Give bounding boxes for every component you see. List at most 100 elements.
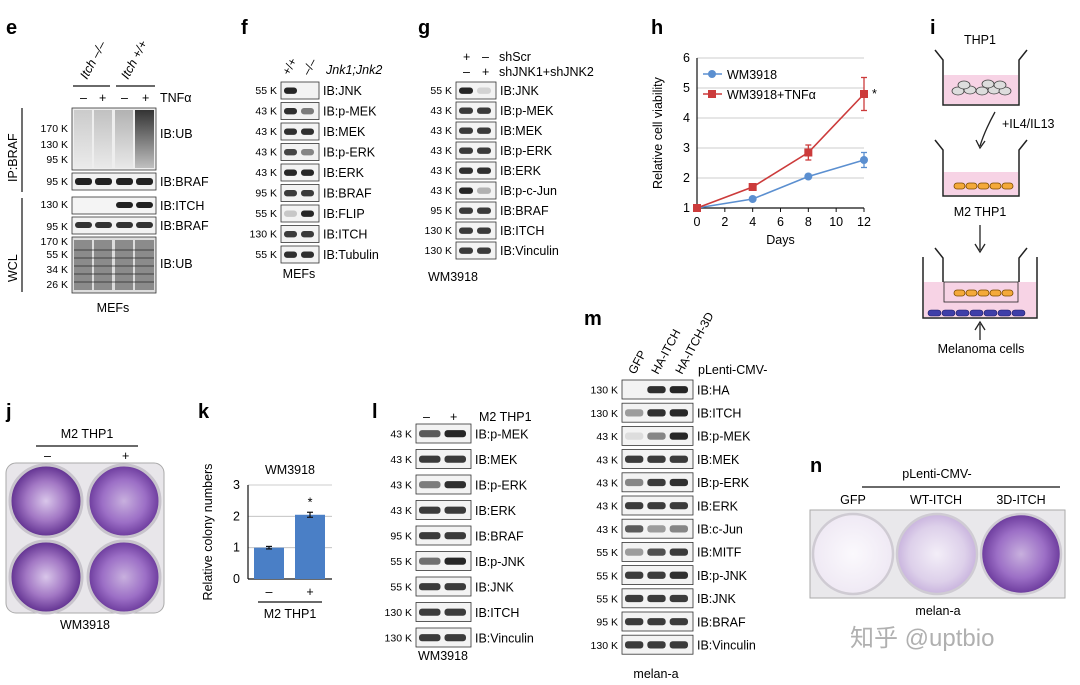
blot-band — [419, 608, 441, 616]
blot-label: IB:MEK — [500, 124, 543, 138]
lane-sign: + — [99, 91, 106, 105]
chart-title: WM3918 — [265, 463, 315, 477]
panel-label-g: g — [418, 17, 430, 39]
lane-sign: – — [80, 91, 87, 105]
blot-strip — [455, 101, 497, 120]
data-point — [860, 156, 868, 164]
mw-marker: 43 K — [430, 185, 452, 197]
mw-marker: 55 K — [255, 249, 277, 261]
lane-genotype: –/– — [299, 56, 319, 78]
blot-label: IB:JNK — [500, 84, 540, 98]
blot-label: IB:p-JNK — [475, 555, 526, 569]
blot-strip — [621, 518, 694, 539]
bar-0 — [254, 547, 284, 579]
blot-band — [669, 432, 688, 440]
blot-strip — [455, 161, 497, 180]
x-axis-label: Days — [766, 233, 794, 247]
blot-strip — [621, 611, 694, 632]
blot-label: IB:p-ERK — [475, 478, 528, 492]
blot-strip — [621, 402, 694, 423]
mw-marker: 55 K — [596, 547, 618, 559]
blot-band — [669, 571, 688, 579]
blot-strip — [415, 525, 472, 546]
blot-band — [647, 455, 666, 463]
mw-marker: 130 K — [591, 408, 618, 420]
mw-marker: 43 K — [596, 477, 618, 489]
blot-strip — [455, 141, 497, 160]
blot-band — [419, 634, 441, 642]
blot-band — [301, 230, 314, 238]
blot-band — [625, 455, 644, 463]
watermark: 知乎 @uptbio — [850, 625, 994, 652]
blot-strip — [415, 423, 472, 444]
blot-band — [444, 634, 466, 642]
blot-strip — [280, 245, 320, 264]
panel-caption: WM3918 — [418, 649, 468, 663]
blot-band — [669, 455, 688, 463]
blot-strip — [621, 425, 694, 446]
blot-band — [669, 618, 688, 626]
mw-marker: 43 K — [430, 125, 452, 137]
series-line-1 — [696, 93, 865, 209]
blot-band — [647, 525, 666, 533]
panel-g: g + – shScr – + shJNK1+shJNK2 55 K IB:JNK… — [418, 17, 594, 284]
mw-marker: 43 K — [255, 167, 277, 179]
blot-label: IB:Vinculin — [475, 631, 534, 645]
blot-label: IB:ITCH — [475, 606, 519, 620]
panel-label-k: k — [198, 401, 210, 423]
sign: – — [423, 410, 430, 424]
panel-caption: melan-a — [633, 667, 678, 681]
panel-label-f: f — [241, 17, 248, 39]
blot-label: IB:ITCH — [160, 199, 204, 213]
panel-j: j M2 THP1 – + WM3918 — [5, 401, 165, 632]
blot-band — [459, 207, 473, 214]
blot-band — [419, 481, 441, 489]
genotype-label-itch-wt: Itch +/+ — [118, 38, 150, 81]
panel-label-e: e — [6, 17, 17, 39]
blot-band — [459, 147, 473, 154]
blot-strip — [455, 121, 497, 140]
blot-label: IB:MITF — [697, 546, 742, 560]
blot-band — [419, 455, 441, 463]
panel-label-j: j — [5, 401, 12, 423]
vector-label: pLenti-CMV- — [698, 363, 767, 377]
y-axis-label: Relative cell viability — [651, 76, 665, 189]
blot-band — [669, 525, 688, 533]
panel-label-n: n — [810, 455, 822, 477]
mw-marker: 130 K — [591, 385, 618, 397]
mw-marker: 130 K — [425, 225, 452, 237]
blot-label: IB:UB — [160, 257, 193, 271]
blot-band — [301, 128, 314, 135]
treatment-label: M2 THP1 — [61, 427, 114, 441]
sign: – — [482, 50, 489, 64]
mw-marker: 170 K — [41, 123, 68, 135]
row-label: shJNK1+shJNK2 — [499, 65, 594, 79]
mw-marker: 55 K — [430, 85, 452, 97]
blot-wcl-ub — [71, 236, 157, 294]
blot-label: IB:p-ERK — [323, 145, 376, 159]
mw-marker: 95 K — [46, 221, 68, 233]
mw-marker: 43 K — [430, 165, 452, 177]
blot-band — [477, 167, 491, 174]
blot-band — [284, 128, 297, 135]
data-point — [860, 90, 868, 98]
mw-marker: 130 K — [385, 633, 412, 645]
mw-marker: 43 K — [596, 501, 618, 513]
mw-marker: 55 K — [390, 582, 412, 594]
blot-label: IB:BRAF — [160, 219, 209, 233]
panel-k: k WM3918 0 1 2 3 – + M2 THP1 Relative colony num… — [198, 401, 332, 621]
transwell-insert — [934, 49, 1028, 106]
blot-band — [477, 207, 491, 214]
lane-construct: GFP — [625, 348, 649, 376]
blot-label: IB:MEK — [697, 453, 740, 467]
blot-band — [419, 557, 441, 565]
panel-caption: melan-a — [915, 604, 960, 618]
blot-strip — [621, 634, 694, 655]
data-point — [804, 172, 813, 181]
y-tick-label: 0 — [233, 572, 240, 586]
blot-band — [301, 169, 314, 176]
bar-1 — [295, 514, 325, 579]
mw-marker: 55 K — [390, 556, 412, 568]
blot-band — [284, 148, 297, 156]
